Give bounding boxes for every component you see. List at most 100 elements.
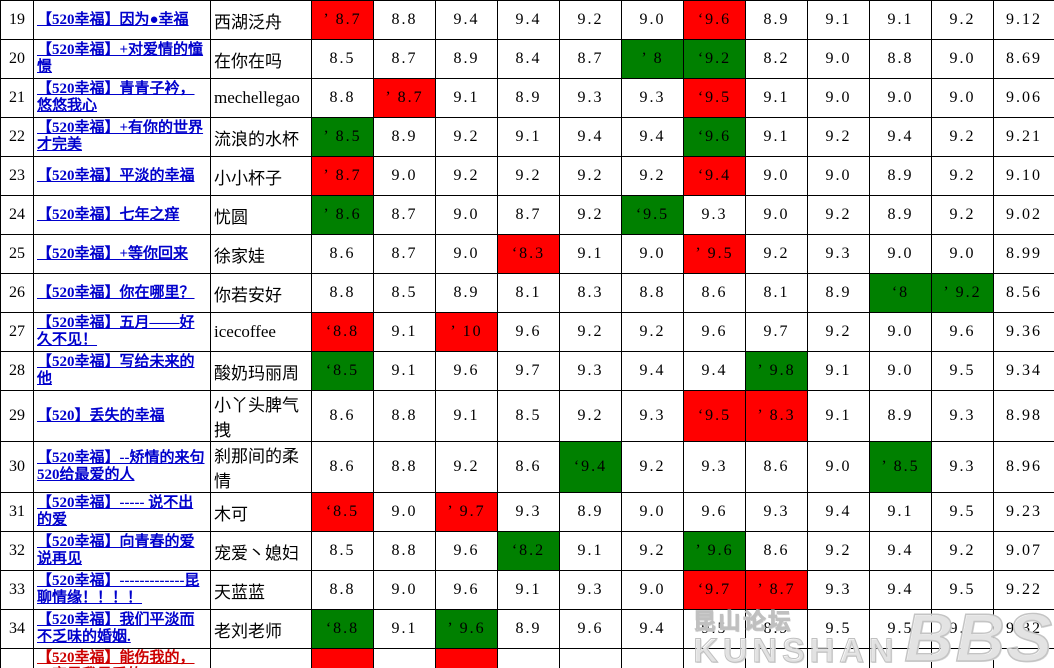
score-cell[interactable]: 9.1 xyxy=(745,117,808,157)
score-cell[interactable]: 9.3 xyxy=(497,492,560,532)
score-cell[interactable]: 9.3 xyxy=(931,390,994,442)
score-cell[interactable]: 9.5 xyxy=(931,492,994,532)
score-cell[interactable]: ‘9.5 xyxy=(621,195,684,235)
row-number-cell[interactable]: 30 xyxy=(0,441,34,493)
score-cell[interactable]: 9.2 xyxy=(559,390,622,442)
row-number-cell[interactable]: 27 xyxy=(0,312,34,352)
average-score-cell[interactable]: 8.56 xyxy=(993,273,1054,313)
score-cell[interactable]: 9.5 xyxy=(931,351,994,391)
score-cell[interactable]: 9.1 xyxy=(497,117,560,157)
score-cell[interactable]: 8.8 xyxy=(373,441,436,493)
score-cell[interactable]: 8.8 xyxy=(869,39,932,79)
post-title-link[interactable]: 【520幸福】写给未来的他 xyxy=(37,354,195,387)
score-cell[interactable]: 9.1 xyxy=(807,0,870,40)
score-cell[interactable]: 8.5 xyxy=(311,531,374,571)
score-cell[interactable]: 9.1 xyxy=(559,234,622,274)
score-cell[interactable]: 8.9 xyxy=(869,195,932,235)
score-cell[interactable]: ’ 8.7 xyxy=(745,570,808,610)
score-cell[interactable]: ’ 9.7 xyxy=(435,492,498,532)
post-title-link[interactable]: 【520幸福】七年之痒 xyxy=(37,206,180,223)
score-cell[interactable]: 9.0 xyxy=(621,570,684,610)
row-number-cell[interactable]: 29 xyxy=(0,390,34,442)
average-score-cell[interactable]: 9.07 xyxy=(993,531,1054,571)
average-score-cell[interactable]: 9.22 xyxy=(993,570,1054,610)
score-cell[interactable]: 9.1 xyxy=(435,390,498,442)
average-score-cell[interactable]: 9.10 xyxy=(993,156,1054,196)
score-cell[interactable]: 9.2 xyxy=(435,441,498,493)
score-cell[interactable]: 9.6 xyxy=(435,570,498,610)
average-score-cell[interactable]: 9.16 xyxy=(993,648,1054,668)
score-cell[interactable]: 8.4 xyxy=(497,39,560,79)
score-cell[interactable]: 9.2 xyxy=(807,531,870,571)
score-cell[interactable]: 8.8 xyxy=(373,0,436,40)
score-cell[interactable]: 8.9 xyxy=(745,0,808,40)
score-cell[interactable]: 9.6 xyxy=(683,312,746,352)
score-cell[interactable]: 9.2 xyxy=(683,648,746,668)
score-cell[interactable]: 9.3 xyxy=(559,570,622,610)
author-name-cell[interactable]: 刹那间的柔情 xyxy=(210,441,312,493)
score-cell[interactable]: 9.5 xyxy=(621,648,684,668)
score-cell[interactable]: 9.2 xyxy=(435,117,498,157)
score-cell[interactable]: 9.2 xyxy=(621,531,684,571)
average-score-cell[interactable]: 9.12 xyxy=(993,0,1054,40)
score-cell[interactable]: 9.1 xyxy=(807,390,870,442)
score-cell[interactable]: 9.4 xyxy=(497,648,560,668)
score-cell[interactable]: 9.6 xyxy=(497,312,560,352)
score-cell[interactable]: 9.1 xyxy=(931,648,994,668)
score-cell[interactable]: ’ 10 xyxy=(435,312,498,352)
author-name-cell[interactable]: 流浪的水杯 xyxy=(210,117,312,157)
author-name-cell[interactable]: 天涯陌路 xyxy=(210,648,312,668)
author-name-cell[interactable]: 在你在吗 xyxy=(210,39,312,79)
score-cell[interactable]: ’ 9.8 xyxy=(745,351,808,391)
score-cell[interactable]: 8.9 xyxy=(373,117,436,157)
score-cell[interactable]: 9.0 xyxy=(373,648,436,668)
score-cell[interactable]: 9.5 xyxy=(869,609,932,649)
post-title-link[interactable]: 【520幸福】五月——好久不见！ xyxy=(37,315,195,348)
score-cell[interactable]: 9.2 xyxy=(559,0,622,40)
score-cell[interactable]: 8.9 xyxy=(435,273,498,313)
post-title-link[interactable]: 【520幸福】+有你的世界才完美 xyxy=(37,120,204,153)
score-cell[interactable]: 9.0 xyxy=(807,39,870,79)
average-score-cell[interactable]: 9.02 xyxy=(993,195,1054,235)
score-cell[interactable]: 9.0 xyxy=(869,78,932,118)
row-number-cell[interactable]: 35 xyxy=(0,648,34,668)
score-cell[interactable]: 8.7 xyxy=(373,234,436,274)
score-cell[interactable]: 9.5 xyxy=(931,570,994,610)
score-cell[interactable]: 9.0 xyxy=(807,441,870,493)
author-name-cell[interactable]: 小小杯子 xyxy=(210,156,312,196)
score-cell[interactable]: 9.7 xyxy=(745,312,808,352)
score-cell[interactable]: ‘8.2 xyxy=(497,531,560,571)
score-cell[interactable]: 9.3 xyxy=(621,390,684,442)
score-cell[interactable]: 9.0 xyxy=(931,234,994,274)
score-cell[interactable]: 9.1 xyxy=(807,351,870,391)
score-cell[interactable]: 8.8 xyxy=(311,78,374,118)
score-cell[interactable]: 8.9 xyxy=(807,273,870,313)
author-name-cell[interactable]: 西湖泛舟 xyxy=(210,0,312,40)
score-cell[interactable]: ’ 8.5 xyxy=(869,441,932,493)
score-cell[interactable]: 9.3 xyxy=(807,234,870,274)
score-cell[interactable]: 9.2 xyxy=(931,117,994,157)
author-name-cell[interactable]: 小丫头脾气拽 xyxy=(210,390,312,442)
score-cell[interactable]: ‘9.7 xyxy=(683,570,746,610)
score-cell[interactable]: 9.6 xyxy=(435,531,498,571)
post-title-link[interactable]: 【520幸福】+对爱情的憧憬 xyxy=(37,42,204,75)
score-cell[interactable]: 8.8 xyxy=(311,570,374,610)
score-cell[interactable]: 8.7 xyxy=(559,39,622,79)
post-title-link[interactable]: 【520幸福】能伤我的，一定是我最爱的~~~~~~~~~~ xyxy=(37,650,204,668)
score-cell[interactable]: 9.0 xyxy=(621,234,684,274)
author-name-cell[interactable]: mechellegao xyxy=(210,78,312,118)
score-cell[interactable]: ’ 9.6 xyxy=(683,531,746,571)
score-cell[interactable]: 9.5 xyxy=(559,648,622,668)
score-cell[interactable]: 8.8 xyxy=(373,531,436,571)
score-cell[interactable]: 8.6 xyxy=(311,234,374,274)
score-cell[interactable]: 8.6 xyxy=(683,273,746,313)
score-cell[interactable]: 8.1 xyxy=(497,273,560,313)
score-cell[interactable]: 9.3 xyxy=(931,441,994,493)
score-cell[interactable]: 9.1 xyxy=(869,0,932,40)
post-title-link[interactable]: 【520幸福】青青子衿，悠悠我心 xyxy=(37,81,195,114)
author-name-cell[interactable]: 酸奶玛丽周 xyxy=(210,351,312,391)
author-name-cell[interactable]: 徐家娃 xyxy=(210,234,312,274)
score-cell[interactable]: 8.9 xyxy=(559,492,622,532)
score-cell[interactable]: 9.5 xyxy=(807,609,870,649)
score-cell[interactable]: 9.2 xyxy=(931,156,994,196)
